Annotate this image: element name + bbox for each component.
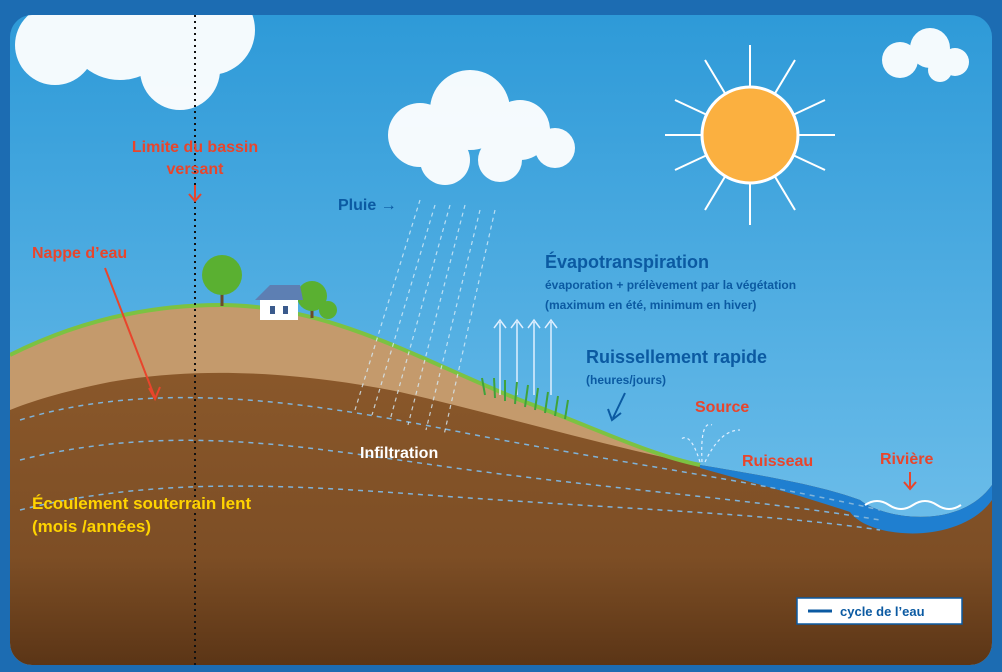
river-label: Rivière <box>880 451 933 468</box>
aquifer-label: Nappe d’eau <box>32 245 127 262</box>
groundflow-title: Écoulement souterrain lent <box>32 494 251 513</box>
runoff-sub: (heures/jours) <box>586 373 666 387</box>
diagram: Limite du bassin versant Pluie → Nappe d… <box>0 0 1002 672</box>
groundflow-sub: (mois /années) <box>32 517 151 536</box>
evapo-line: évaporation + prélèvement par la végétat… <box>545 278 796 292</box>
rain-label: Pluie → <box>338 197 397 214</box>
evapo-line: (maximum en été, minimum en hiver) <box>545 298 756 312</box>
stream-label: Ruisseau <box>742 453 813 470</box>
infiltration-label: Infiltration <box>360 445 438 462</box>
watershed-label: versant <box>167 161 225 178</box>
watershed-label: Limite du bassin <box>132 139 258 156</box>
runoff-title: Ruissellement rapide <box>586 347 767 367</box>
legend: cycle de l’eau <box>797 598 962 624</box>
evapo-title: Évapotranspiration <box>545 251 709 272</box>
source-label: Source <box>695 399 749 416</box>
legend-label: cycle de l’eau <box>840 604 925 619</box>
